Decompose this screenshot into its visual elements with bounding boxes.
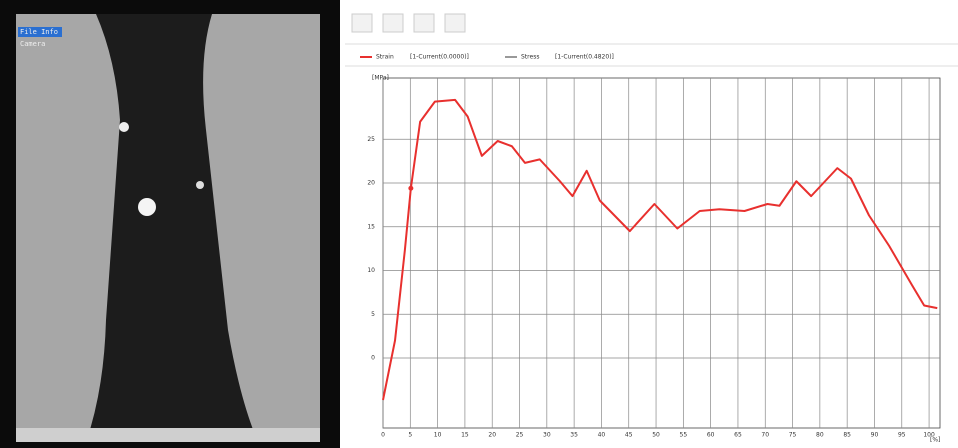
x-tick-label: 65 bbox=[734, 432, 742, 439]
grip bbox=[16, 428, 320, 442]
x-tick-label: 85 bbox=[843, 432, 851, 439]
y-tick-label: 10 bbox=[367, 267, 375, 274]
x-tick-label: 80 bbox=[816, 432, 824, 439]
legend-detail: [1-Current(0.4820)] bbox=[555, 54, 614, 61]
x-tick-label: 100 bbox=[923, 432, 935, 439]
screen: File Info Camera Strain [1-Current(0.0000… bbox=[0, 0, 958, 448]
info-line: Camera bbox=[20, 40, 45, 48]
x-tick-label: 45 bbox=[625, 432, 633, 439]
x-tick-label: 15 bbox=[461, 432, 469, 439]
tool-button[interactable] bbox=[445, 14, 465, 32]
y-tick-label: 25 bbox=[367, 136, 375, 143]
x-tick-label: 60 bbox=[707, 432, 715, 439]
speckle bbox=[196, 181, 204, 189]
x-tick-label: 90 bbox=[871, 432, 879, 439]
y-tick-label: 20 bbox=[367, 180, 375, 187]
speckle bbox=[119, 122, 129, 132]
x-tick-label: 30 bbox=[543, 432, 551, 439]
tool-button[interactable] bbox=[352, 14, 372, 32]
x-tick-label: 75 bbox=[789, 432, 797, 439]
x-tick-label: 50 bbox=[652, 432, 660, 439]
plot-area bbox=[383, 78, 940, 428]
y-tick-label: 15 bbox=[367, 223, 375, 230]
tool-button[interactable] bbox=[383, 14, 403, 32]
highlight-marker bbox=[408, 186, 413, 191]
legend-name: Stress bbox=[521, 54, 539, 61]
y-axis-label: [MPa] bbox=[372, 75, 389, 82]
y-tick-label: 5 bbox=[371, 311, 375, 318]
info-title: File Info bbox=[20, 28, 58, 36]
x-tick-label: 40 bbox=[598, 432, 606, 439]
x-tick-label: 20 bbox=[488, 432, 496, 439]
tool-button[interactable] bbox=[414, 14, 434, 32]
x-tick-label: 55 bbox=[680, 432, 688, 439]
legend-detail: [1-Current(0.0000)] bbox=[410, 54, 469, 61]
x-tick-label: 95 bbox=[898, 432, 906, 439]
x-tick-label: 5 bbox=[408, 432, 412, 439]
x-tick-label: 0 bbox=[381, 432, 385, 439]
camera-view: File Info Camera bbox=[0, 0, 340, 448]
y-tick-label: 0 bbox=[371, 355, 375, 362]
x-tick-label: 35 bbox=[570, 432, 578, 439]
x-tick-label: 70 bbox=[761, 432, 769, 439]
legend-name: Strain bbox=[376, 54, 394, 61]
x-tick-label: 10 bbox=[434, 432, 442, 439]
x-tick-label: 25 bbox=[516, 432, 524, 439]
speckle bbox=[138, 198, 156, 216]
